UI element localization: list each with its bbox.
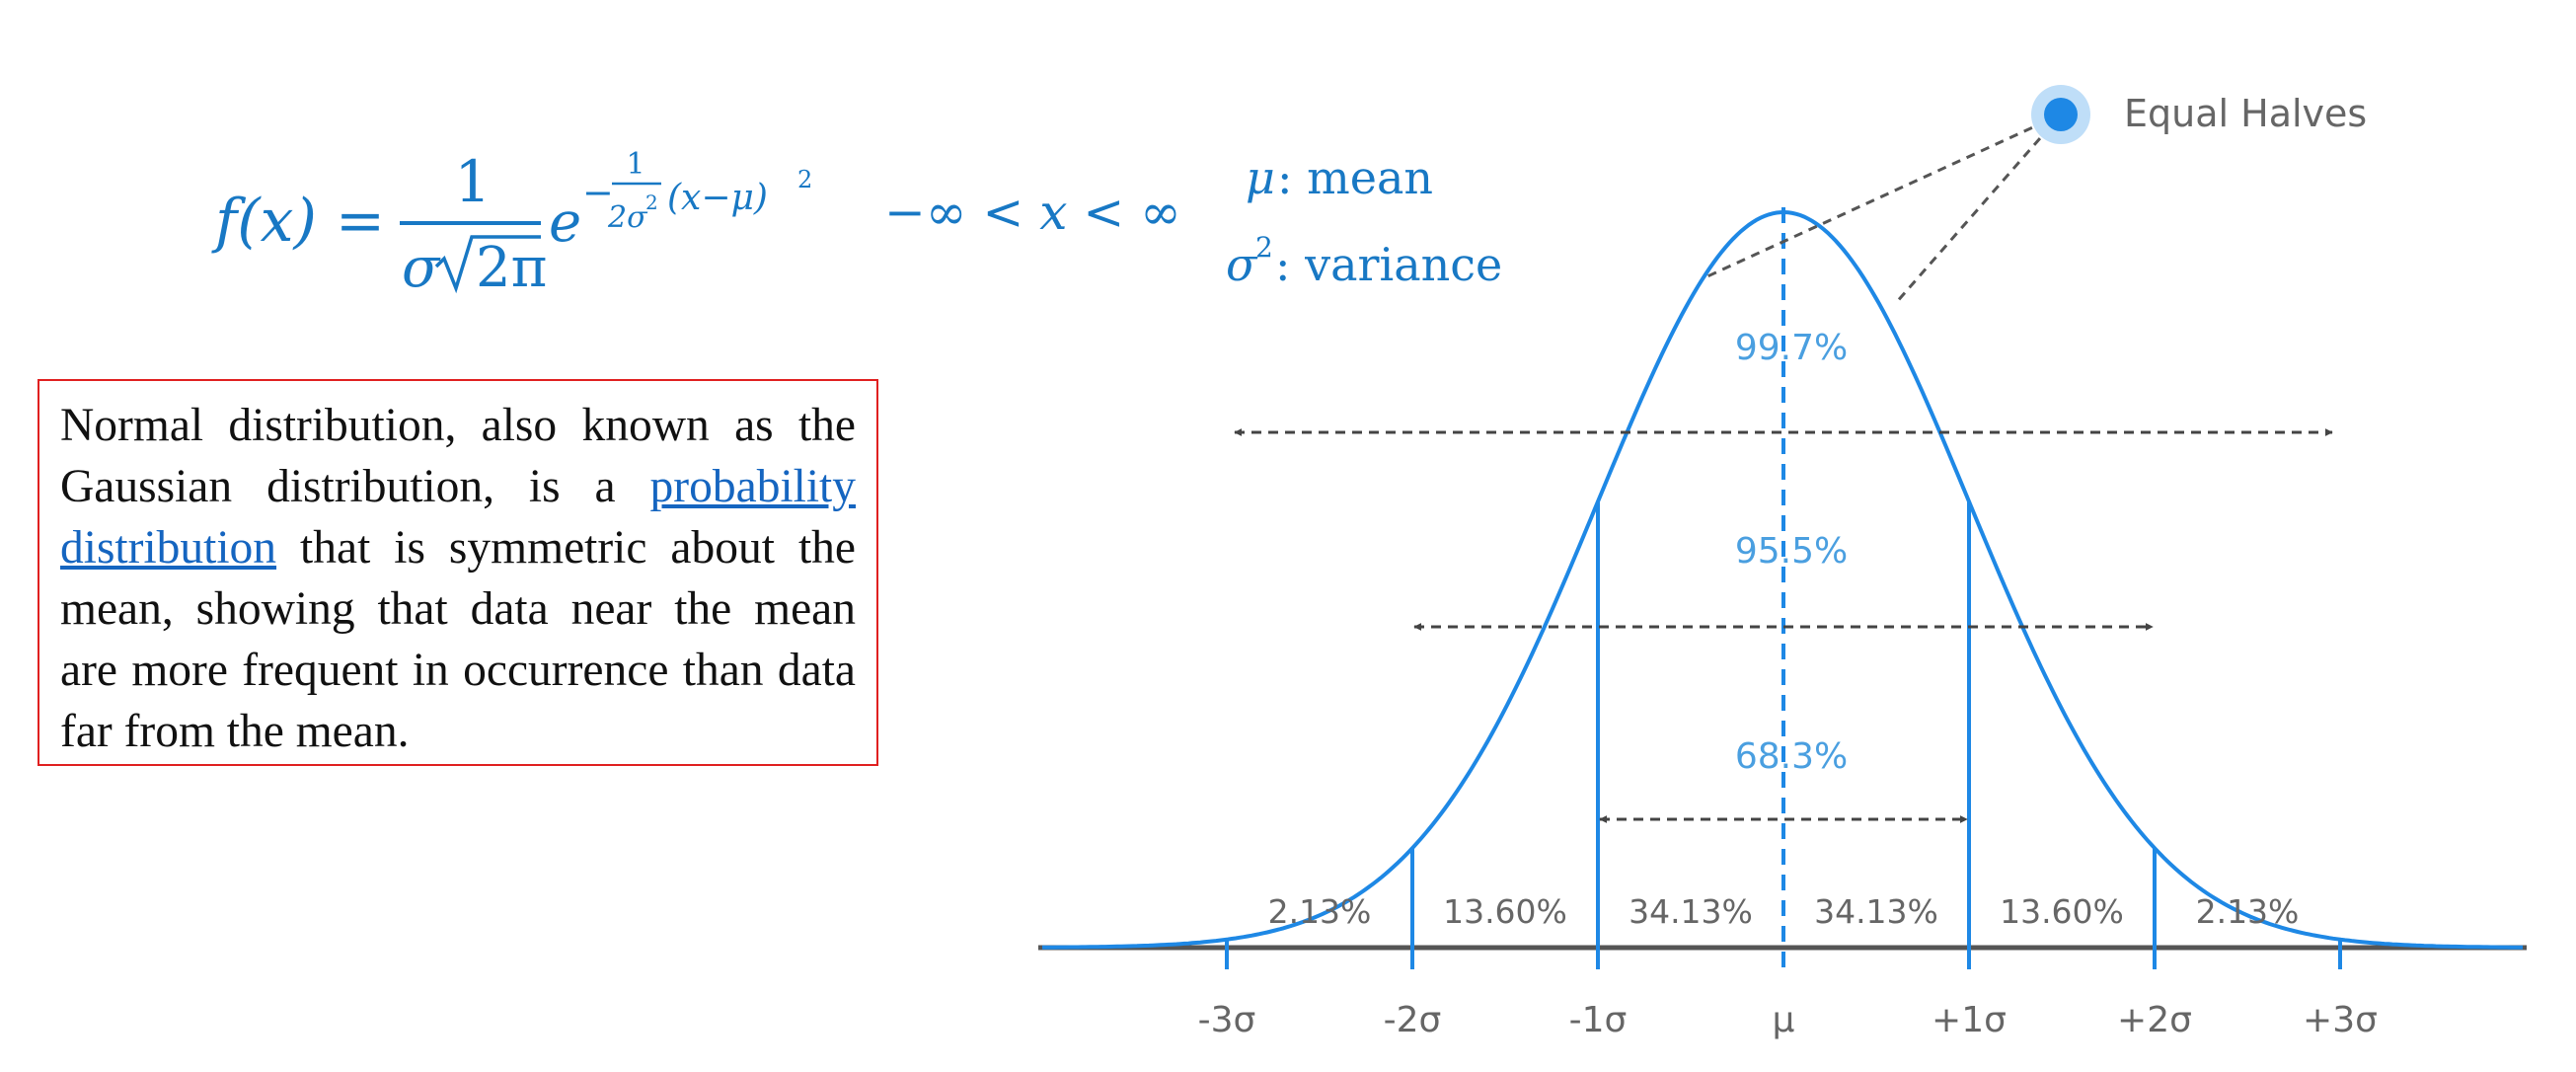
axis-tick-label: -2σ [1384,1000,1442,1040]
segment-percent: 13.60% [1443,892,1567,931]
axis-tick-label: -1σ [1569,1000,1628,1040]
axis-tick-label: -3σ [1198,1000,1256,1040]
legend-variance-text: : variance [1275,238,1502,291]
definition-text: Normal distribution, also known as the G… [60,400,856,512]
axis-tick-label: +1σ [1932,1000,2007,1040]
normal-distribution-diagram: Equal Halves 99.7% 95.5% 68.3% 2.13% 13.60% 34… [1038,85,2527,1040]
formula-domain: −∞ < x < ∞ [884,184,1181,241]
formula-exp-minus: − [582,171,614,214]
segment-percent: 34.13% [1814,892,1938,931]
definition-box: Normal distribution, also known as the G… [38,379,878,766]
segment-percent: 2.13% [1268,892,1372,931]
legend-variance-pow: 2 [1255,231,1273,264]
callout-label: Equal Halves [2124,92,2367,135]
axis-tick-label: +3σ [2303,1000,2378,1040]
formula-exp-term-pow: 2 [797,166,812,193]
formula-lhs: f(x) = [211,187,385,256]
range-label: 99.7% [1735,328,1848,368]
range-label: 95.5% [1735,531,1848,572]
callout-leader [1706,113,2062,278]
legend-mean-text: : mean [1277,151,1433,204]
formula-exp-term: (x−μ) [667,178,768,218]
axis-tick-label: +2σ [2117,1000,2192,1040]
formula-numerator: 1 [455,148,492,215]
probability-distribution-link[interactable]: probability distribution [60,461,856,574]
segment-percent: 34.13% [1629,892,1753,931]
segment-percent: 2.13% [2196,892,2300,931]
callout-leader [1893,114,2063,305]
formula-sigma: σ [402,236,441,300]
formula-exp-frac-den: 2σ [607,200,648,235]
legend-variance-symbol: σ [1226,238,1258,291]
formula-sqrt-arg: 2π [476,236,547,300]
range-label: 68.3% [1735,736,1848,777]
formula-exp-frac-den-pow: 2 [645,191,658,214]
formula-exp-base: e [549,191,581,255]
definition-text-end: that is symmetric about the mean, showin… [60,522,856,757]
pdf-formula: f(x) = 1 σ 2π e − 1 2σ 2 (x−μ) 2 −∞ < x … [211,147,1502,300]
sqrt-sign [434,235,541,294]
axis-tick-label: μ [1773,1000,1795,1040]
segment-percent: 13.60% [2000,892,2124,931]
legend-mean-symbol: μ [1246,151,1275,204]
callout-dot [2044,98,2078,131]
formula-exp-frac-num: 1 [626,147,644,182]
